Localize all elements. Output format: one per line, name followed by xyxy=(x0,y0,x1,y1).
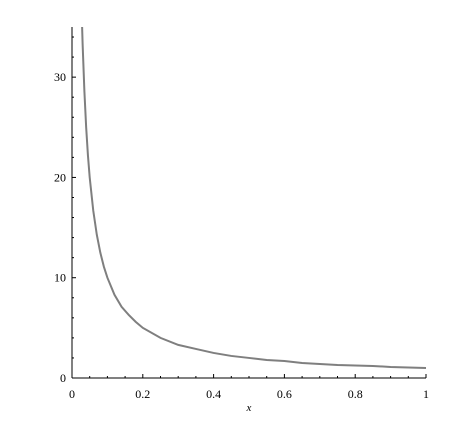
x-ticks: 0 0.2 0.4 0.6 0.8 1 xyxy=(69,374,429,401)
axes xyxy=(71,27,426,379)
y-tick-label: 0 xyxy=(60,371,66,385)
y-tick-label: 30 xyxy=(54,70,66,84)
x-tick-label: 0 xyxy=(69,387,75,401)
x-tick-label: 0.2 xyxy=(135,387,150,401)
y-ticks: 0 10 20 30 xyxy=(54,36,76,385)
y-tick-label: 10 xyxy=(54,271,66,285)
x-tick-label: 0.8 xyxy=(348,387,363,401)
x-axis-label: x xyxy=(246,402,252,414)
x-tick-label: 1 xyxy=(423,387,429,401)
series-line xyxy=(81,26,427,369)
x-tick-label: 0.4 xyxy=(206,387,221,401)
y-tick-label: 20 xyxy=(54,170,66,184)
plot-area xyxy=(81,26,427,369)
x-tick-label: 0.6 xyxy=(277,387,292,401)
